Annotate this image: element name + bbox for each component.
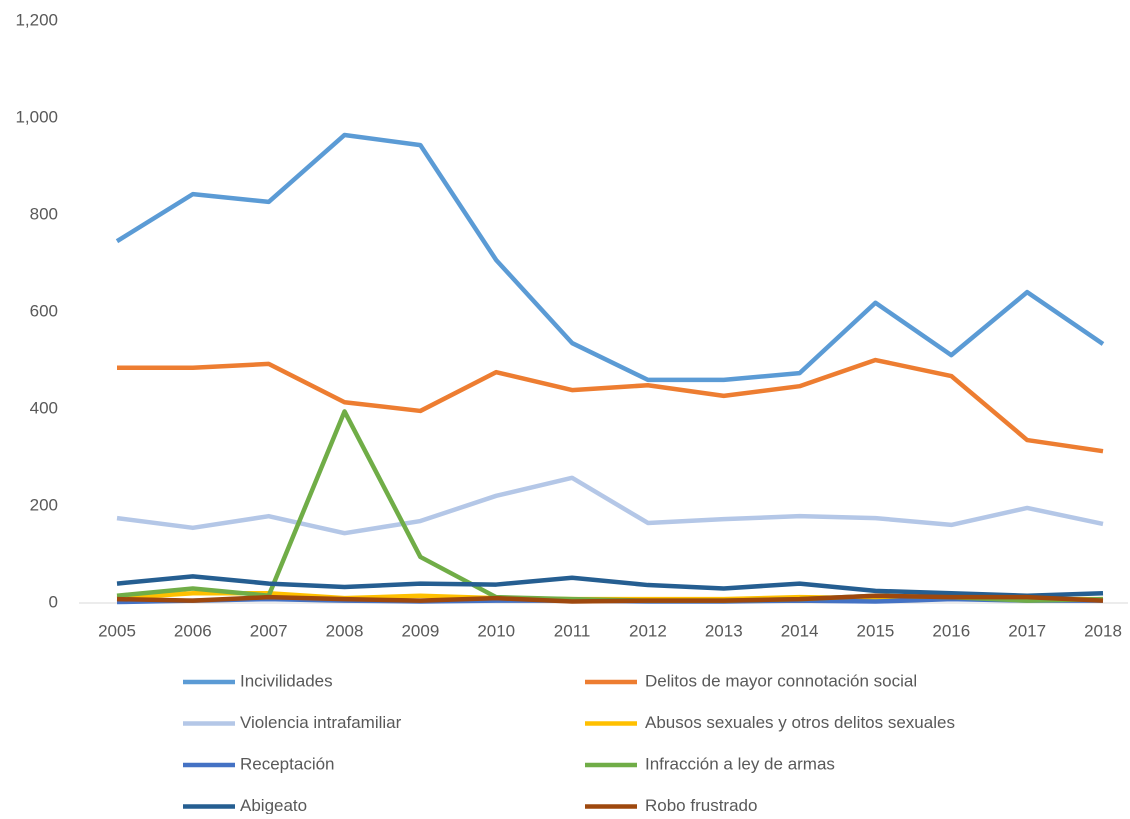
x-tick-label: 2007 — [250, 621, 288, 640]
y-tick-label: 1,000 — [15, 107, 58, 126]
x-tick-label: 2013 — [705, 621, 743, 640]
legend-label: Incivilidades — [240, 671, 333, 690]
legend-label: Abusos sexuales y otros delitos sexuales — [645, 713, 955, 732]
x-tick-label: 2018 — [1084, 621, 1122, 640]
y-tick-label: 1,200 — [15, 10, 58, 29]
y-tick-label: 400 — [30, 398, 58, 417]
series-line — [116, 593, 1104, 604]
y-tick-label: 800 — [30, 204, 58, 223]
series-line — [117, 357, 1104, 454]
y-tick-label: 0 — [49, 592, 58, 611]
x-tick-label: 2008 — [326, 621, 364, 640]
y-tick-label: 200 — [30, 495, 58, 514]
x-tick-label: 2015 — [857, 621, 895, 640]
x-tick-label: 2016 — [932, 621, 970, 640]
x-tick-label: 2009 — [401, 621, 439, 640]
series-line — [116, 475, 1104, 536]
legend-label: Receptación — [240, 754, 335, 773]
series-line — [115, 132, 1105, 383]
x-tick-label: 2012 — [629, 621, 667, 640]
legend-label: Delitos de mayor connotación social — [645, 671, 917, 690]
x-tick-label: 2006 — [174, 621, 212, 640]
x-tick-label: 2014 — [781, 621, 819, 640]
legend-label: Infracción a ley de armas — [645, 754, 835, 773]
legend-label: Robo frustrado — [645, 796, 757, 814]
legend-label: Abigeato — [240, 796, 307, 814]
y-tick-label: 600 — [30, 301, 58, 320]
legend-label: Violencia intrafamiliar — [240, 713, 402, 732]
series-line — [116, 409, 1104, 603]
x-tick-label: 2010 — [477, 621, 515, 640]
x-tick-label: 2005 — [98, 621, 136, 640]
x-tick-label: 2011 — [554, 621, 591, 640]
series-line — [116, 574, 1104, 598]
x-tick-label: 2017 — [1008, 621, 1046, 640]
